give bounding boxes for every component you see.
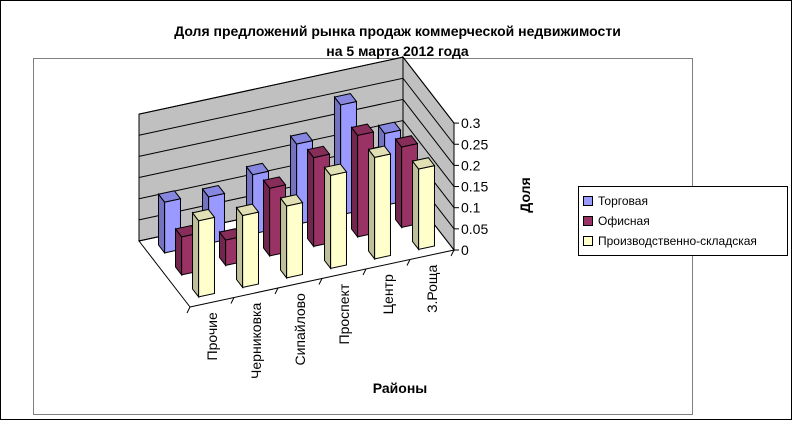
bar-top <box>333 93 358 106</box>
bar-side <box>192 211 200 299</box>
bar <box>198 216 215 298</box>
bar-top <box>201 184 226 198</box>
chart-title-line2: на 5 марта 2012 года <box>326 43 469 59</box>
y-tick-label: 0.3 <box>461 115 481 131</box>
x-tick <box>230 297 235 304</box>
x-tick <box>362 268 367 276</box>
x-tick <box>186 306 191 314</box>
x-tick-label: Проспект <box>336 283 352 344</box>
bar-top <box>306 145 331 159</box>
y-tick-label: 0.2 <box>461 157 481 173</box>
bar-top <box>323 163 348 176</box>
bar-top <box>377 121 402 135</box>
bar-top <box>394 135 419 148</box>
legend: Торговая Офисная Производственно-складск… <box>578 186 788 256</box>
x-tick <box>450 249 455 257</box>
bar <box>374 153 391 260</box>
bar-side <box>412 159 420 251</box>
bar-side <box>280 196 288 280</box>
bar-side <box>368 148 376 261</box>
bar-side <box>236 206 244 289</box>
legend-item-proizvodstvenno: Производственно-складская <box>583 231 787 251</box>
x-tick <box>274 287 279 295</box>
bar-side <box>263 178 271 258</box>
legend-swatch <box>583 196 593 206</box>
y-tick-label: 0 <box>461 242 469 258</box>
bar-top <box>157 190 182 203</box>
gridline <box>138 119 455 187</box>
y-tick-label: 0.15 <box>461 179 488 195</box>
bar-top <box>289 132 314 145</box>
legend-label: Производственно-складская <box>598 234 757 248</box>
legend-label: Торговая <box>598 194 648 208</box>
bar-side <box>324 165 332 270</box>
y-tick-label: 0.05 <box>461 221 488 237</box>
bar-side <box>158 192 166 255</box>
bar <box>242 211 259 289</box>
legend-label: Офисная <box>598 214 650 228</box>
y-tick-label: 0.1 <box>461 200 481 216</box>
bar-top <box>279 194 304 207</box>
bar-top <box>191 208 216 222</box>
bar <box>418 165 435 251</box>
x-tick-label: З.Роща <box>424 265 440 313</box>
bar <box>286 201 303 279</box>
bar-side <box>351 126 359 239</box>
bar <box>330 171 347 270</box>
gridline <box>138 98 455 166</box>
bar-top <box>350 123 375 136</box>
bar-top <box>235 203 260 217</box>
bar-top <box>262 176 287 189</box>
x-tick-label: Центр <box>380 274 396 314</box>
bar-side <box>395 137 403 229</box>
x-tick-label: Сипайлово <box>292 293 308 366</box>
bar-side <box>307 148 315 248</box>
legend-swatch <box>583 236 593 246</box>
bar-top <box>367 145 392 158</box>
x-axis-title: Районы <box>373 380 428 396</box>
gridline <box>138 56 455 124</box>
x-tick-label: Прочие <box>204 312 220 360</box>
y-tick-label: 0.25 <box>461 136 488 152</box>
bar-top <box>411 157 436 170</box>
y-axis-title: Доля <box>517 177 533 212</box>
legend-item-torgovaya: Торговая <box>583 191 787 211</box>
gridline <box>138 77 455 145</box>
bar-top <box>245 162 270 176</box>
x-tick <box>318 278 323 285</box>
chart-title-line1: Доля предложений рынка продаж коммерческ… <box>174 23 621 39</box>
legend-item-ofisnaya: Офисная <box>583 211 787 231</box>
x-tick <box>406 259 411 266</box>
x-tick-label: Черниковка <box>248 303 264 379</box>
legend-swatch <box>583 216 593 226</box>
